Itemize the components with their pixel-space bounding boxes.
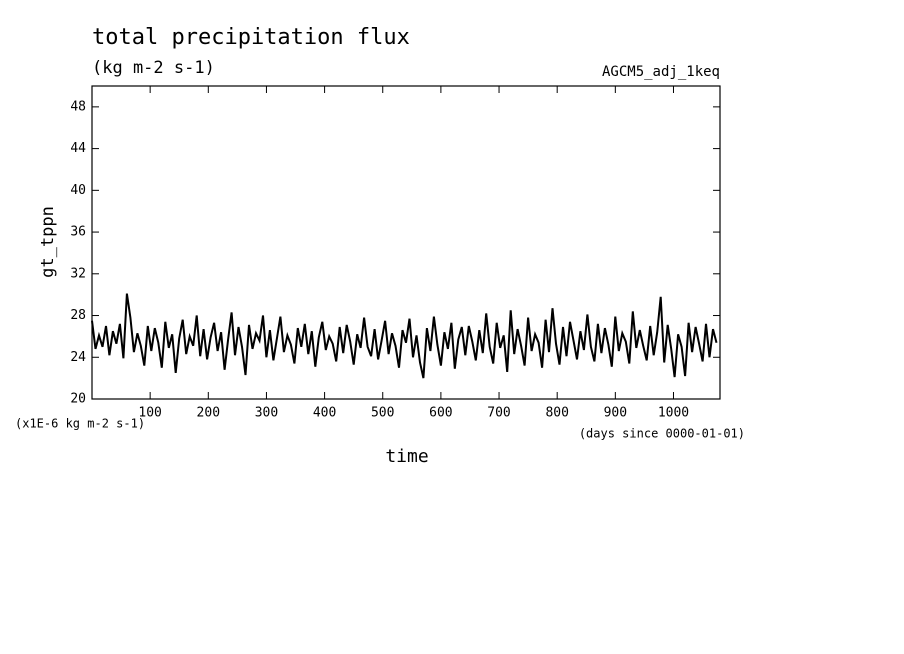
y-unit-note: (x1E-6 kg m-2 s-1) xyxy=(15,417,145,431)
plot-frame xyxy=(91,85,721,400)
y-tick-label: 28 xyxy=(70,308,86,323)
x-tick-label: 600 xyxy=(429,406,452,421)
x-unit-note: (days since 0000-01-01) xyxy=(579,427,745,441)
x-axis-label: time xyxy=(385,446,428,467)
x-tick-label: 1000 xyxy=(658,406,689,421)
y-axis-label: gt_tppn xyxy=(38,206,58,278)
x-tick-label: 100 xyxy=(138,406,161,421)
annotation: AGCM5_adj_1keq xyxy=(602,64,720,80)
chart-subtitle: (kg m-2 s-1) xyxy=(92,58,215,78)
x-tick-label: 200 xyxy=(197,406,220,421)
y-tick-label: 48 xyxy=(70,99,86,114)
y-tick-label: 44 xyxy=(70,141,86,156)
x-tick-label: 400 xyxy=(313,406,336,421)
y-tick-label: 36 xyxy=(70,225,86,240)
chart-title: total precipitation flux xyxy=(92,25,410,50)
y-tick-label: 24 xyxy=(70,350,86,365)
y-tick-label: 32 xyxy=(70,266,86,281)
y-tick-label: 20 xyxy=(70,392,86,407)
x-tick-label: 700 xyxy=(487,406,510,421)
data-line xyxy=(91,293,718,379)
x-tick-label: 500 xyxy=(371,406,394,421)
x-tick-label: 900 xyxy=(604,406,627,421)
x-tick-label: 800 xyxy=(545,406,568,421)
x-tick-label: 300 xyxy=(255,406,278,421)
y-tick-label: 40 xyxy=(70,183,86,198)
